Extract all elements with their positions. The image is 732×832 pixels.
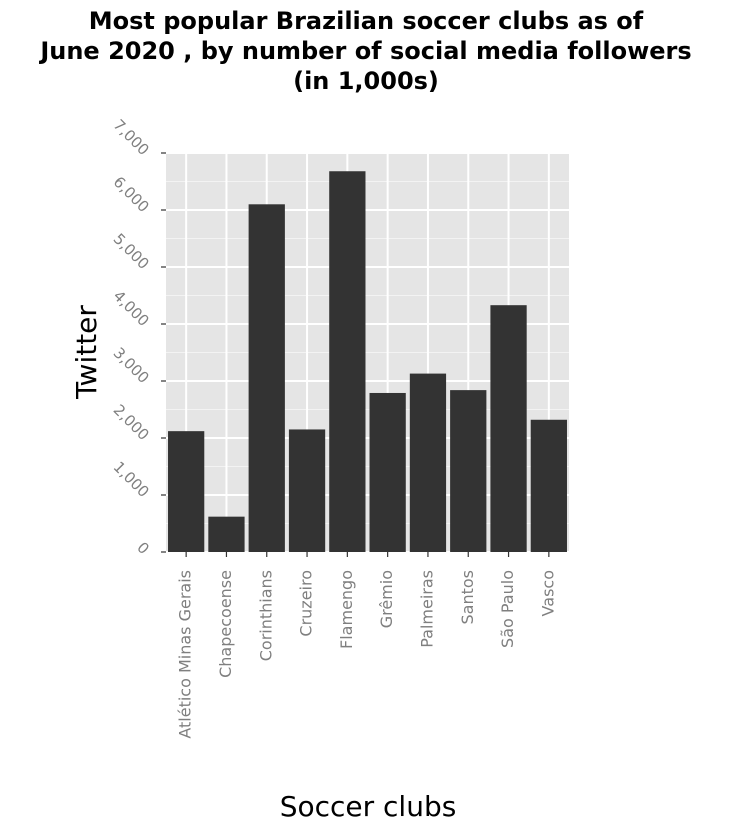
- y-tick-label: 2,000: [110, 401, 153, 444]
- bar-5: [369, 392, 406, 552]
- bar-7: [450, 390, 487, 552]
- x-tick-label: Corinthians: [256, 570, 275, 661]
- y-tick-label: 3,000: [110, 344, 153, 387]
- bar-8: [490, 305, 527, 552]
- x-tick-label: Cruzeiro: [297, 570, 316, 637]
- bar-3: [288, 429, 326, 552]
- y-tick-label: 4,000: [110, 287, 153, 330]
- y-axis-title: Twitter: [70, 305, 103, 400]
- bar-2: [248, 204, 285, 553]
- y-tick-label: 5,000: [110, 230, 153, 273]
- chart-title: Most popular Brazilian soccer clubs as o…: [0, 6, 732, 96]
- bar-9: [530, 419, 567, 552]
- chart-title-line-1: Most popular Brazilian soccer clubs as o…: [88, 7, 644, 35]
- bar-4: [329, 171, 366, 553]
- bar-0: [168, 431, 205, 552]
- x-tick-label: São Paulo: [498, 570, 517, 648]
- x-tick-label: Vasco: [538, 570, 557, 616]
- chart-title-line-3: (in 1,000s): [293, 67, 439, 95]
- bars: [168, 171, 567, 553]
- y-tick-label: 0: [133, 539, 152, 558]
- y-tick-label: 7,000: [110, 116, 153, 159]
- y-axis: 0 1,000 2,000 3,000 4,000 5,000 6,000 7,000: [110, 116, 166, 558]
- x-tick-label: Chapecoense: [216, 570, 235, 678]
- y-tick-label: 6,000: [110, 173, 153, 216]
- bar-1: [208, 516, 245, 552]
- x-axis-title: Soccer clubs: [280, 790, 457, 823]
- x-tick-label: Flamengo: [337, 570, 356, 649]
- x-tick-label: Palmeiras: [417, 570, 436, 648]
- bar-6: [409, 373, 447, 552]
- x-axis: Atlético Minas Gerais Chapecoense Corinthi…: [176, 552, 557, 739]
- x-tick-label: Santos: [458, 570, 477, 625]
- x-tick-label: Atlético Minas Gerais: [176, 570, 195, 739]
- y-tick-label: 1,000: [110, 458, 153, 501]
- chart-title-line-2: June 2020 , by number of social media fo…: [40, 37, 692, 65]
- x-tick-label: Grêmio: [377, 570, 396, 628]
